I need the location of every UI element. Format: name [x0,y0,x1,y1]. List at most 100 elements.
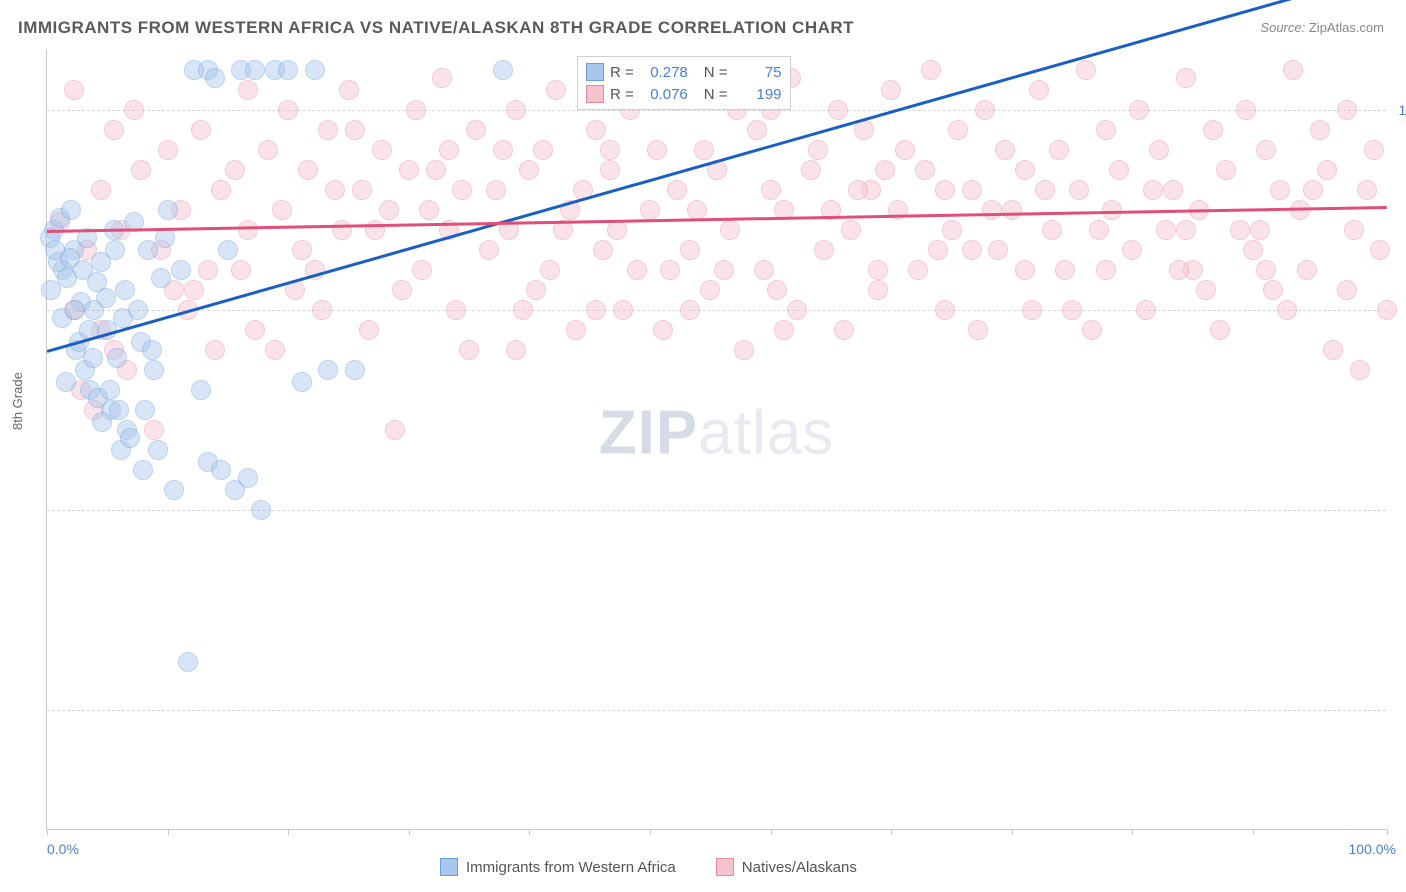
data-point [399,160,419,180]
x-tick [168,829,169,835]
data-point [426,160,446,180]
data-point [1002,200,1022,220]
data-point [1122,240,1142,260]
data-point [1277,300,1297,320]
data-point [1210,320,1230,340]
data-point [506,100,526,120]
n-value: 75 [734,64,782,81]
data-point [158,140,178,160]
x-tick [650,829,651,835]
data-point [385,420,405,440]
data-point [493,60,513,80]
data-point [586,120,606,140]
data-point [238,468,258,488]
data-point [1035,180,1055,200]
data-point [854,120,874,140]
correlation-row: R =0.076N =199 [586,83,782,105]
data-point [808,140,828,160]
data-point [915,160,935,180]
data-point [540,260,560,280]
correlation-legend: R =0.278N =75R =0.076N =199 [577,56,791,110]
data-point [64,80,84,100]
data-point [466,120,486,140]
data-point [178,652,198,672]
data-point [155,228,175,248]
data-point [265,340,285,360]
legend-item-pink: Natives/Alaskans [716,858,857,876]
data-point [1350,360,1370,380]
gridline [47,310,1386,311]
data-point [211,180,231,200]
data-point [312,300,332,320]
source-value: ZipAtlas.com [1309,20,1384,35]
y-tick-label: 100.0% [1399,102,1406,118]
x-tick [891,829,892,835]
data-point [1062,300,1082,320]
gridline [47,510,1386,511]
data-point [205,68,225,88]
data-point [278,100,298,120]
data-point [379,200,399,220]
data-point [653,320,673,340]
legend-swatch [586,85,604,103]
data-point [714,260,734,280]
data-point [1310,120,1330,140]
data-point [647,140,667,160]
data-point [801,160,821,180]
data-point [1283,60,1303,80]
data-point [868,280,888,300]
data-point [1163,180,1183,200]
data-point [506,340,526,360]
data-point [1136,300,1156,320]
n-label: N = [704,86,728,103]
data-point [452,180,472,200]
data-point [231,260,251,280]
data-point [607,220,627,240]
data-point [1042,220,1062,240]
data-point [131,160,151,180]
data-point [318,120,338,140]
data-point [1076,60,1096,80]
data-point [352,180,372,200]
data-point [339,80,359,100]
data-point [325,180,345,200]
data-point [406,100,426,120]
x-tick-label-max: 100.0% [1349,841,1396,857]
data-point [446,300,466,320]
data-point [546,80,566,100]
data-point [238,220,258,240]
data-point [513,300,533,320]
data-point [104,120,124,140]
data-point [1022,300,1042,320]
data-point [761,180,781,200]
legend-swatch-blue [440,858,458,876]
legend-swatch-pink [716,858,734,876]
scatter-chart: ZIPatlas 85.0%90.0%95.0%100.0%0.0%100.0%… [46,50,1386,830]
data-point [921,60,941,80]
data-point [841,220,861,240]
x-tick [1387,829,1388,835]
bottom-legend: Immigrants from Western Africa Natives/A… [440,858,857,876]
data-point [928,240,948,260]
data-point [305,60,325,80]
x-tick [288,829,289,835]
data-point [667,180,687,200]
data-point [660,260,680,280]
watermark-zip: ZIP [599,398,698,467]
data-point [734,340,754,360]
data-point [613,300,633,320]
data-point [65,300,85,320]
data-point [432,68,452,88]
data-point [767,280,787,300]
data-point [694,140,714,160]
data-point [1029,80,1049,100]
data-point [419,200,439,220]
data-point [680,240,700,260]
data-point [107,348,127,368]
data-point [1256,140,1276,160]
data-point [787,300,807,320]
data-point [83,348,103,368]
data-point [1015,260,1035,280]
data-point [1129,100,1149,120]
data-point [359,320,379,340]
